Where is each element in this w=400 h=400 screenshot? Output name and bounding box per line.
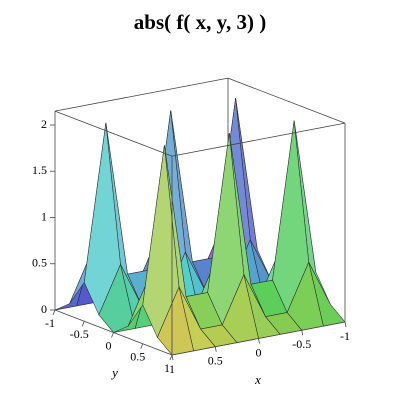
x-tick (171, 354, 174, 361)
y-tick-label: -0.5 (70, 327, 89, 341)
z-tick-label: 1.5 (32, 163, 47, 177)
y-tick (140, 343, 144, 349)
y-tick-label: -1 (45, 316, 55, 330)
z-tick-label: 1 (41, 209, 47, 223)
x-tick-label: -1 (340, 329, 350, 343)
box-edge (54, 110, 173, 157)
chart-title: abs( f( x, y, 3) ) (134, 10, 266, 34)
x-tick-label: 0.5 (208, 354, 223, 368)
box-edge (171, 122, 346, 157)
x-tick (344, 321, 347, 328)
z-tick-label: 0 (41, 302, 47, 316)
x-tick (258, 338, 260, 344)
x-tick-label: -0.5 (292, 337, 311, 351)
x-axis-label: x (254, 372, 261, 387)
y-tick (111, 332, 114, 338)
y-tick (52, 309, 56, 316)
y-tick (169, 354, 173, 361)
y-axis-label: y (110, 365, 118, 380)
box-edge (54, 77, 229, 112)
z-tick-label: 2 (41, 117, 47, 131)
x-tick (301, 330, 304, 336)
box-edge (227, 77, 346, 124)
y-tick-label: 0 (106, 338, 112, 352)
y-tick-label: 1 (164, 361, 170, 375)
x-tick (214, 346, 217, 352)
x-tick-label: 0 (256, 345, 262, 359)
y-tick-label: 0.5 (130, 350, 145, 364)
y-tick (81, 321, 85, 327)
x-tick-label: 1 (169, 362, 175, 376)
z-tick-label: 0.5 (32, 256, 47, 270)
